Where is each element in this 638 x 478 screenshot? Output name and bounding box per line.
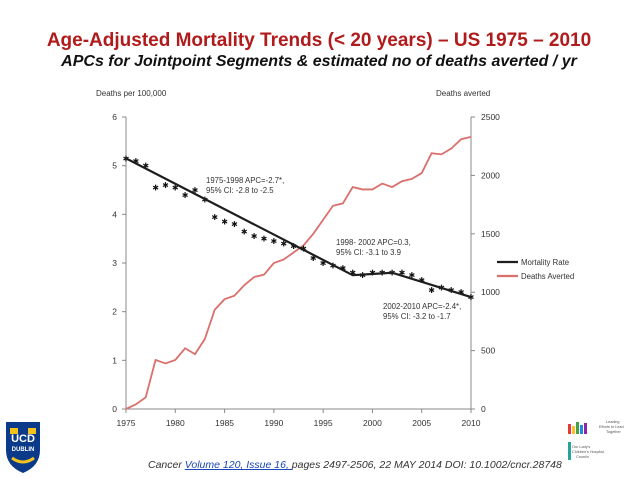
- deaths-averted-line: [125, 135, 472, 410]
- ucd-crest-band: [11, 456, 35, 464]
- apc-annotation-line: 95% CI: -3.1 to 3.9: [336, 248, 401, 257]
- hospital-logo-line2: Efforts to Lead: [599, 425, 624, 429]
- mortality-data-point: ✱: [458, 288, 465, 297]
- chart-labels: 1975-1998 APC=-2.7*,95% CI: -2.8 to -2.5…: [206, 176, 574, 321]
- hospital-logo-line5: Children's Hospital,: [572, 450, 605, 454]
- mortality-data-point: ✱: [182, 191, 189, 200]
- hospital-logo-line6: Crumlin: [576, 455, 589, 459]
- apc-annotation-line: 1998- 2002 APC=0.3,: [336, 238, 411, 247]
- left-tick-label: 1: [112, 355, 117, 365]
- hospital-logo-bar-4: [580, 425, 583, 434]
- mortality-data-point: ✱: [468, 293, 475, 302]
- mortality-data-point: ✱: [261, 235, 268, 244]
- right-tick-label: 2000: [481, 170, 500, 180]
- x-tick-label: 2010: [462, 418, 481, 428]
- left-tick-label: 5: [112, 161, 117, 171]
- ucd-crest-accent: [10, 428, 36, 434]
- mortality-data-point: ✱: [409, 271, 416, 280]
- hospital-logo-bar-1: [568, 424, 571, 434]
- hospital-logo-line1: Leading: [606, 420, 620, 424]
- mortality-rate-line: [125, 157, 472, 299]
- mortality-data-point: ✱: [133, 157, 140, 166]
- left-tick-label: 4: [112, 209, 117, 219]
- mortality-data-point: ✱: [211, 213, 218, 222]
- ucd-logo-line2: DUBLIN: [12, 447, 35, 453]
- mortality-data-point: ✱: [172, 184, 179, 193]
- hospital-logo-line3: Together: [606, 430, 622, 434]
- hospital-logo-bar-3: [576, 422, 579, 434]
- citation-suffix: pages 2497-2506, 22 MAY 2014 DOI: 10.100…: [291, 459, 562, 471]
- right-axis-title: Deaths averted: [436, 89, 490, 98]
- left-tick-label: 2: [112, 307, 117, 317]
- legend-label: Deaths Averted: [521, 272, 574, 281]
- x-tick-label: 1985: [215, 418, 234, 428]
- mortality-data-point: ✱: [152, 184, 159, 193]
- x-tick-label: 1995: [314, 418, 333, 428]
- chart-subtitle: APCs for Jointpoint Segments & estimated…: [61, 53, 577, 70]
- left-tick-label: 3: [112, 258, 117, 268]
- x-tick-label: 1980: [166, 418, 185, 428]
- mortality-data-point: ✱: [359, 271, 366, 280]
- mortality-data-point: ✱: [399, 269, 406, 278]
- citation: Cancer Volume 120, Issue 16, pages 2497-…: [148, 459, 562, 471]
- mortality-data-point: ✱: [418, 276, 425, 285]
- ucd-logo: UCD DUBLIN: [6, 422, 40, 473]
- legend-label: Mortality Rate: [521, 258, 569, 267]
- citation-link[interactable]: Volume 120, Issue 16,: [184, 459, 292, 471]
- x-tick-label: 1990: [264, 418, 283, 428]
- right-tick-label: 0: [481, 404, 486, 414]
- mortality-data-point: ✱: [271, 237, 278, 246]
- chart-axes: 1975 1980 1985 1990 1995 2000 2005 201001234560…: [96, 89, 500, 428]
- chart-marks: ✱ ✱✱✱ ✱ ✱✱✱✱✱✱ ✱✱✱ ✱ ✱ ✱ ✱ ✱✱✱ ✱ ✱✱ ✱ ✱ ✱ ✱ ✱ ✱✱✱ ✱ ✱ ✱✱: [123, 135, 475, 410]
- apc-annotation-line: 1975-1998 APC=-2.7*,: [206, 176, 284, 185]
- apc-annotation-line: 95% CI: -3.2 to -1.7: [383, 312, 451, 321]
- mortality-data-point: ✱: [428, 286, 435, 295]
- left-axis-title: Deaths per 100,000: [96, 89, 167, 98]
- citation-prefix: Cancer: [148, 459, 185, 471]
- chart-title: Age-Adjusted Mortality Trends (< 20 year…: [46, 30, 592, 51]
- mortality-data-point: ✱: [290, 242, 297, 251]
- right-tick-label: 1000: [481, 287, 500, 297]
- mortality-data-point: ✱: [280, 240, 287, 249]
- mortality-data-point: ✱: [340, 264, 347, 273]
- hospital-logo-bar-5: [584, 423, 587, 434]
- hospital-logo-mark: [568, 442, 571, 460]
- apc-annotation-line: 95% CI: -2.8 to -2.5: [206, 186, 274, 195]
- x-tick-label: 2005: [412, 418, 431, 428]
- right-tick-label: 500: [481, 346, 495, 356]
- x-tick-label: 1975: [117, 418, 136, 428]
- mortality-data-point: ✱: [231, 220, 238, 229]
- mortality-data-point: ✱: [310, 254, 317, 263]
- left-tick-label: 0: [112, 404, 117, 414]
- right-tick-label: 1500: [481, 229, 500, 239]
- mortality-data-point: ✱: [320, 259, 327, 268]
- mortality-data-point: ✱: [221, 218, 228, 227]
- mortality-data-point: ✱: [349, 269, 356, 278]
- ucd-logo-line1: UCD: [11, 433, 35, 445]
- mortality-data-point: ✱: [241, 227, 248, 236]
- mortality-data-point: ✱: [162, 181, 169, 190]
- hospital-logo-bar-2: [572, 426, 575, 434]
- left-tick-label: 6: [112, 112, 117, 122]
- x-tick-label: 2000: [363, 418, 382, 428]
- mortality-data-point: ✱: [192, 186, 199, 195]
- mortality-data-point: ✱: [142, 162, 149, 171]
- hospital-logo-line4: Our Lady's: [572, 445, 590, 449]
- right-tick-label: 2500: [481, 112, 500, 122]
- mortality-data-point: ✱: [251, 232, 258, 241]
- hospital-logo: Leading Efforts to Lead Together Our Lad…: [568, 420, 624, 460]
- apc-annotation-line: 2002-2010 APC=-2.4*,: [383, 302, 461, 311]
